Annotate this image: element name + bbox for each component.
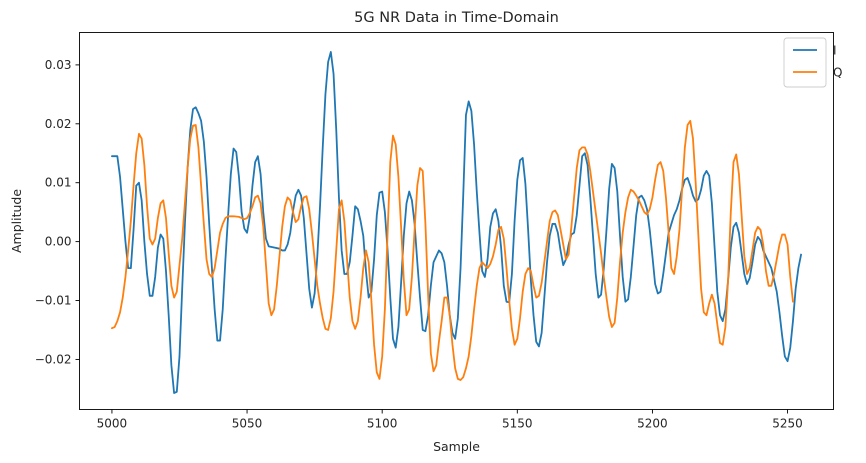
y-tick-label: −0.02 [35,352,72,366]
x-tick-label: 5200 [637,417,668,431]
x-tick-label: 5000 [97,417,128,431]
legend-label-i: I [833,44,837,58]
x-axis-label: Sample [433,439,480,454]
legend: I Q [783,37,842,88]
series-line-q [111,119,794,381]
x-tick-label: 5050 [232,417,263,431]
y-tick-label: 0.02 [45,117,72,131]
legend-frame [783,37,827,88]
y-tick-label: 0.03 [45,58,72,72]
plot-frame [79,32,834,410]
series-line-i [111,51,802,394]
chart-title: 5G NR Data in Time-Domain [354,10,559,26]
plot-lines [111,51,802,394]
y-axis-ticks: −0.02 −0.01 0.00 0.01 0.02 0.03 [35,58,80,366]
y-tick-label: 0.01 [45,176,72,190]
legend-label-q: Q [833,66,842,80]
y-axis-label: Amplitude [9,189,24,253]
y-tick-label: 0.00 [45,235,72,249]
y-tick-label: −0.01 [35,294,72,308]
x-axis-ticks: 5000 5050 5100 5150 5200 5250 [97,409,803,431]
x-tick-label: 5150 [502,417,533,431]
x-tick-label: 5100 [367,417,398,431]
x-tick-label: 5250 [772,417,803,431]
